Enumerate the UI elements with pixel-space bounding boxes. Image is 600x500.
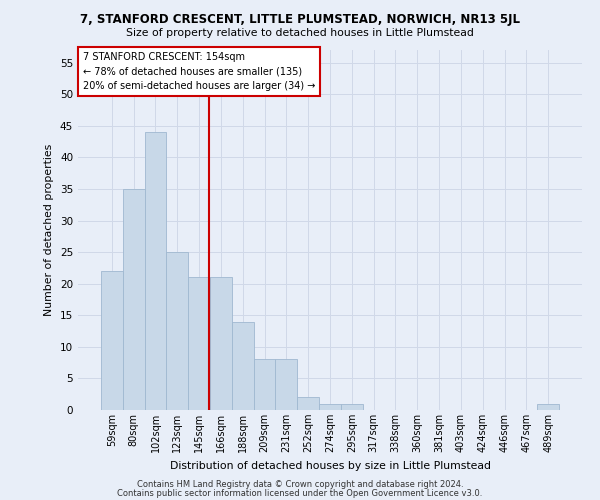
Text: 7, STANFORD CRESCENT, LITTLE PLUMSTEAD, NORWICH, NR13 5JL: 7, STANFORD CRESCENT, LITTLE PLUMSTEAD, … [80, 12, 520, 26]
Bar [297, 398, 319, 410]
Text: Contains public sector information licensed under the Open Government Licence v3: Contains public sector information licen… [118, 489, 482, 498]
Bar [254, 360, 275, 410]
Bar [210, 278, 232, 410]
Text: Contains HM Land Registry data © Crown copyright and database right 2024.: Contains HM Land Registry data © Crown c… [137, 480, 463, 489]
Text: Size of property relative to detached houses in Little Plumstead: Size of property relative to detached ho… [126, 28, 474, 38]
X-axis label: Distribution of detached houses by size in Little Plumstead: Distribution of detached houses by size … [170, 460, 491, 470]
Text: 7 STANFORD CRESCENT: 154sqm
← 78% of detached houses are smaller (135)
20% of se: 7 STANFORD CRESCENT: 154sqm ← 78% of det… [83, 52, 316, 92]
Bar [188, 278, 210, 410]
Bar [275, 360, 297, 410]
Y-axis label: Number of detached properties: Number of detached properties [44, 144, 55, 316]
Bar [166, 252, 188, 410]
Bar [101, 271, 123, 410]
Bar [123, 189, 145, 410]
Bar [341, 404, 363, 410]
Bar [232, 322, 254, 410]
Bar [145, 132, 166, 410]
Bar [319, 404, 341, 410]
Bar [537, 404, 559, 410]
